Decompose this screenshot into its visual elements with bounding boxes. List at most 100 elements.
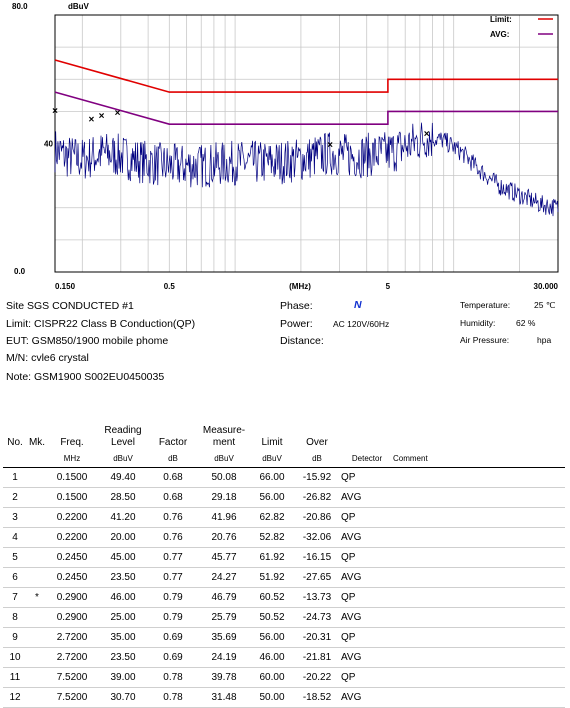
table-row: 7 * 0.2900 46.00 0.79 46.79 60.52 -13.73 QP <box>3 587 565 608</box>
table-cell: 0.69 <box>149 647 197 668</box>
table-cell: 5 <box>3 547 27 568</box>
peak-marker: × <box>52 106 58 117</box>
table-cell <box>27 467 47 488</box>
table-cell: 11 <box>3 667 27 688</box>
table-row: 5 0.2450 45.00 0.77 45.77 61.92 -16.15 QP <box>3 547 565 568</box>
table-cell: -32.06 <box>293 527 341 548</box>
table-cell <box>393 667 565 688</box>
units-row: MHz dBuV dB dBuV dBuV dB Detector Comment <box>3 449 565 468</box>
table-cell: 60.52 <box>251 587 293 608</box>
table-cell: 35.00 <box>97 627 149 648</box>
table-cell: 1 <box>3 467 27 488</box>
table-cell: 30.70 <box>97 687 149 708</box>
table-cell: 20.00 <box>97 527 149 548</box>
table-cell: 0.2200 <box>47 507 97 528</box>
table-cell: 8 <box>3 607 27 628</box>
table-cell <box>393 687 565 708</box>
table-cell <box>27 527 47 548</box>
air-pressure-label: Air Pressure: <box>460 335 510 345</box>
table-cell: 45.00 <box>97 547 149 568</box>
table-cell: -16.15 <box>293 547 341 568</box>
table-row: 10 2.7200 23.50 0.69 24.19 46.00 -21.81 AVG <box>3 647 565 668</box>
results-table: No. Mk. Freq. Reading Level Factor Measu… <box>3 425 565 708</box>
table-cell: -20.31 <box>293 627 341 648</box>
y-unit-label: dBuV <box>68 2 90 11</box>
table-cell: 20.76 <box>197 527 251 548</box>
table-cell: 50.08 <box>197 467 251 488</box>
table-cell: AVG <box>341 567 393 588</box>
table-cell: 2 <box>3 487 27 508</box>
table-cell: AVG <box>341 607 393 628</box>
table-cell: -20.86 <box>293 507 341 528</box>
table-cell <box>393 587 565 608</box>
table-cell: AVG <box>341 687 393 708</box>
table-cell: AVG <box>341 527 393 548</box>
table-cell: -21.81 <box>293 647 341 668</box>
table-cell: 10 <box>3 647 27 668</box>
mn-text: M/N: cvle6 crystal <box>6 352 89 364</box>
table-cell: 0.68 <box>149 467 197 488</box>
temperature-value: 25 ℃ <box>534 300 556 310</box>
unit-cell <box>27 449 47 468</box>
table-cell <box>27 567 47 588</box>
table-cell: 50.00 <box>251 687 293 708</box>
unit-cell: dB <box>149 449 197 468</box>
table-cell <box>27 607 47 628</box>
table-cell: 31.48 <box>197 687 251 708</box>
table-cell: 66.00 <box>251 467 293 488</box>
table-cell: -15.92 <box>293 467 341 488</box>
table-row: 3 0.2200 41.20 0.76 41.96 62.82 -20.86 QP <box>3 507 565 528</box>
header-over: Over <box>306 437 328 448</box>
table-cell <box>27 507 47 528</box>
table-cell: AVG <box>341 487 393 508</box>
table-cell <box>27 687 47 708</box>
emission-chart: × × × × × × Limit: AVG: 80.0 dBuV 40 0.0 0.150 0.5 (MH… <box>12 2 559 291</box>
table-cell: 7.5200 <box>47 667 97 688</box>
header-limit: Limit <box>261 437 283 448</box>
table-row: 8 0.2900 25.00 0.79 25.79 50.52 -24.73 AVG <box>3 607 565 628</box>
header-comment <box>393 425 565 449</box>
table-cell: 62.82 <box>251 507 293 528</box>
note-text: Note: GSM1900 S002EU0450035 <box>6 371 165 383</box>
table-cell: 0.79 <box>149 587 197 608</box>
table-row: 2 0.1500 28.50 0.68 29.18 56.00 -26.82 AVG <box>3 487 565 508</box>
table-cell: 0.2450 <box>47 547 97 568</box>
table-cell <box>27 647 47 668</box>
header-measurement: Measure- ment <box>202 425 246 448</box>
table-cell: 45.77 <box>197 547 251 568</box>
table-cell: QP <box>341 627 393 648</box>
table-cell: 25.00 <box>97 607 149 628</box>
power-label: Power: <box>280 318 313 330</box>
table-cell <box>27 667 47 688</box>
unit-cell: dBuV <box>251 449 293 468</box>
table-cell: 56.00 <box>251 487 293 508</box>
y-tick-label: 0.0 <box>14 267 26 276</box>
table-cell: 25.79 <box>197 607 251 628</box>
table-cell: 0.78 <box>149 687 197 708</box>
table-cell: 61.92 <box>251 547 293 568</box>
table-cell <box>393 647 565 668</box>
x-unit-label: (MHz) <box>289 282 311 291</box>
table-cell <box>27 547 47 568</box>
table-cell: 39.00 <box>97 667 149 688</box>
table-cell: 0.76 <box>149 507 197 528</box>
unit-cell: dBuV <box>197 449 251 468</box>
table-cell: 56.00 <box>251 627 293 648</box>
table-cell: -18.52 <box>293 687 341 708</box>
legend-avg-label: AVG: <box>490 30 509 39</box>
limit-text: Limit: CISPR22 Class B Conduction(QP) <box>6 318 196 330</box>
y-tick-label: 80.0 <box>12 2 28 11</box>
legend-limit-label: Limit: <box>490 15 512 24</box>
header-row: No. Mk. Freq. Reading Level Factor Measu… <box>3 425 565 449</box>
table-cell: 0.76 <box>149 527 197 548</box>
phase-label: Phase: <box>280 300 313 312</box>
unit-cell: dB <box>293 449 341 468</box>
table-cell: 35.69 <box>197 627 251 648</box>
trace-series <box>54 122 559 217</box>
table-cell: 2.7200 <box>47 647 97 668</box>
table-cell: 0.1500 <box>47 487 97 508</box>
table-cell: 0.1500 <box>47 467 97 488</box>
header-reading-level: Reading Level <box>104 425 142 448</box>
table-cell: -24.73 <box>293 607 341 628</box>
table-row: 11 7.5200 39.00 0.78 39.78 60.00 -20.22 QP <box>3 667 565 688</box>
